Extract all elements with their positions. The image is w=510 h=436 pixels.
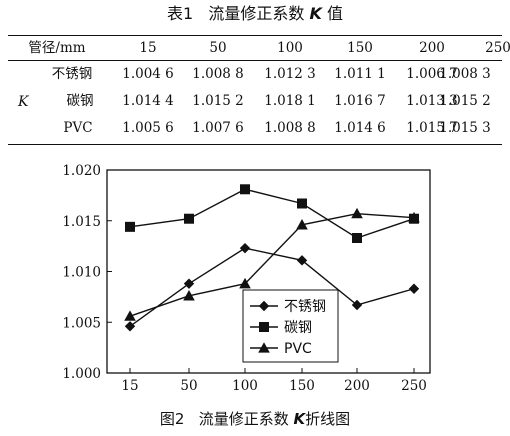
table-cell: 1.007 6 [192, 120, 244, 136]
data-point-2 [296, 219, 308, 230]
table-caption: 表1 流量修正系数 K 值 [0, 3, 510, 25]
figure-caption-text: 流量修正系数 [198, 410, 289, 428]
table-header-rule [8, 60, 502, 61]
row-label-pvc: PVC [63, 120, 93, 136]
legend-marker [259, 322, 269, 332]
table-header-diameter: 管径/mm [28, 40, 86, 56]
data-point-0 [296, 255, 308, 266]
data-point-1 [240, 184, 250, 195]
figure-caption-number: 图2 [159, 410, 185, 428]
data-point-1 [297, 198, 307, 209]
legend-marker [258, 300, 270, 312]
table-cell: 1.016 7 [334, 93, 386, 109]
table-cell: 1.011 1 [334, 66, 386, 82]
data-point-1 [352, 233, 362, 244]
data-point-2 [351, 207, 363, 219]
data-point-0 [124, 321, 136, 332]
table-header-col: 100 [277, 40, 303, 56]
table-cell: 1.015 2 [192, 93, 244, 109]
x-tick-label: 15 [121, 378, 138, 394]
figure-caption: 图2 流量修正系数 K折线图 [0, 409, 510, 429]
table-header-col: 250 [485, 40, 510, 56]
table-cell: 1.006 7 [406, 66, 458, 82]
table-cell: 1.015 7 [406, 120, 458, 136]
table-cell: 1.015 3 [439, 120, 491, 136]
table-cell: 1.008 3 [439, 66, 491, 82]
table-cell: 1.004 6 [122, 66, 174, 82]
table-cell: 1.014 6 [334, 120, 386, 136]
table-cell: 1.015 2 [439, 93, 491, 109]
legend-label: 不锈钢 [284, 299, 326, 315]
x-tick-label: 50 [180, 378, 197, 394]
figure-caption-suffix: 折线图 [305, 410, 351, 428]
table-header-col: 200 [419, 40, 445, 56]
y-tick-label: 1.020 [62, 163, 101, 179]
x-tick-label: 250 [401, 378, 427, 394]
table-caption-text: 流量修正系数 [208, 4, 305, 23]
table-header-col: 50 [209, 40, 227, 56]
data-point-0 [351, 299, 363, 311]
series-line-2 [129, 212, 415, 317]
table-cell: 1.013 3 [406, 93, 458, 109]
table-caption-suffix: 值 [327, 4, 344, 23]
series-line-1 [129, 188, 415, 239]
row-group-label: K [18, 94, 29, 110]
row-label-stainless: 不锈钢 [51, 66, 93, 82]
data-point-0 [239, 242, 251, 254]
table-cell: 1.012 3 [264, 66, 316, 82]
data-point-2 [239, 277, 251, 289]
y-tick-label: 1.000 [62, 366, 101, 382]
data-point-2 [183, 290, 195, 301]
data-point-2 [408, 211, 420, 223]
data-point-0 [408, 283, 420, 294]
row-label-carbon-steel: 碳钢 [66, 93, 94, 109]
table-cell: 1.008 8 [192, 66, 244, 82]
legend-box [242, 289, 339, 363]
table-cell: 1.005 6 [122, 120, 174, 136]
y-tick-label: 1.010 [62, 265, 101, 281]
data-point-1 [184, 213, 194, 224]
table-caption-symbol: K [309, 4, 322, 23]
table-top-rule [8, 35, 502, 37]
data-point-1 [125, 221, 135, 232]
legend-label: PVC [284, 341, 312, 357]
x-tick-label: 150 [289, 378, 315, 394]
table-cell: 1.018 1 [264, 93, 316, 109]
table-header-col: 150 [347, 40, 373, 56]
x-tick-label: 100 [232, 378, 258, 394]
table-cell: 1.014 4 [122, 93, 174, 109]
y-tick-label: 1.005 [62, 315, 101, 331]
table-bottom-rule [8, 144, 502, 146]
figure-caption-symbol: K [293, 410, 306, 428]
table-caption-number: 表1 [166, 4, 194, 23]
x-tick-label: 200 [344, 378, 370, 394]
y-tick-label: 1.015 [62, 214, 101, 230]
legend-label: 碳钢 [284, 320, 312, 336]
data-point-2 [124, 310, 136, 321]
table-cell: 1.008 8 [264, 120, 316, 136]
table-header-col: 15 [139, 40, 157, 56]
legend-marker [258, 342, 270, 353]
data-point-0 [183, 278, 195, 289]
